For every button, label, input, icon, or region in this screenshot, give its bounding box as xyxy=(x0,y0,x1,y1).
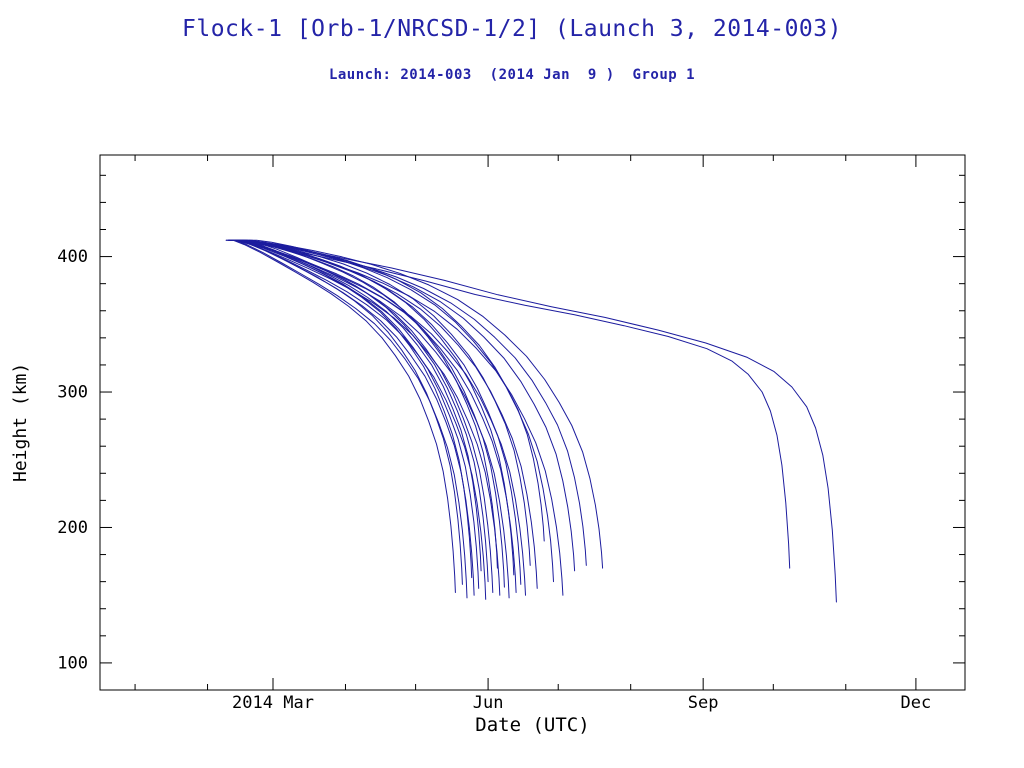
chart-title: Flock-1 [Orb-1/NRCSD-1/2] (Launch 3, 201… xyxy=(182,16,842,42)
x-tick-label: Sep xyxy=(688,693,719,713)
decay-curves xyxy=(225,239,837,603)
decay-curve xyxy=(235,239,837,603)
decay-curve xyxy=(225,239,489,583)
decay-curve xyxy=(228,239,480,589)
decay-curve xyxy=(232,239,604,569)
decay-curve xyxy=(228,239,545,542)
decay-curve xyxy=(242,239,522,585)
plot-box xyxy=(99,154,966,691)
decay-curve xyxy=(235,239,564,596)
tick-labels: 2014 Mar Jun Sep Dec 100 200 300 400 xyxy=(57,247,931,713)
decay-curve xyxy=(230,239,510,599)
decay-curve xyxy=(228,239,468,599)
decay-curve xyxy=(225,239,456,593)
decay-curve xyxy=(249,239,554,583)
x-axis-label: Date (UTC) xyxy=(475,714,590,736)
y-tick-label: 100 xyxy=(57,653,88,673)
decay-curve xyxy=(232,239,498,569)
decay-curve xyxy=(237,239,538,589)
x-tick-label: Jun xyxy=(473,693,504,713)
x-tick-label: Dec xyxy=(901,693,932,713)
axis-ticks xyxy=(100,155,965,690)
decay-curve xyxy=(235,239,515,576)
y-tick-label: 400 xyxy=(57,247,88,267)
decay-curve xyxy=(230,239,576,572)
chart-subtitle: Launch: 2014-003 (2014 Jan 9 ) Group 1 xyxy=(328,67,696,83)
decay-curve xyxy=(232,239,526,596)
decay-curve xyxy=(237,239,482,572)
decay-curve xyxy=(239,239,494,593)
decay-curve xyxy=(232,239,475,596)
y-tick-label: 300 xyxy=(57,383,88,403)
decay-curve xyxy=(228,239,517,593)
decay-curve xyxy=(230,239,531,566)
decay-curve xyxy=(230,239,791,569)
decay-curve xyxy=(228,239,501,596)
y-tick-label: 200 xyxy=(57,518,88,538)
x-tick-label: 2014 Mar xyxy=(232,693,314,713)
decay-curve xyxy=(230,239,487,600)
